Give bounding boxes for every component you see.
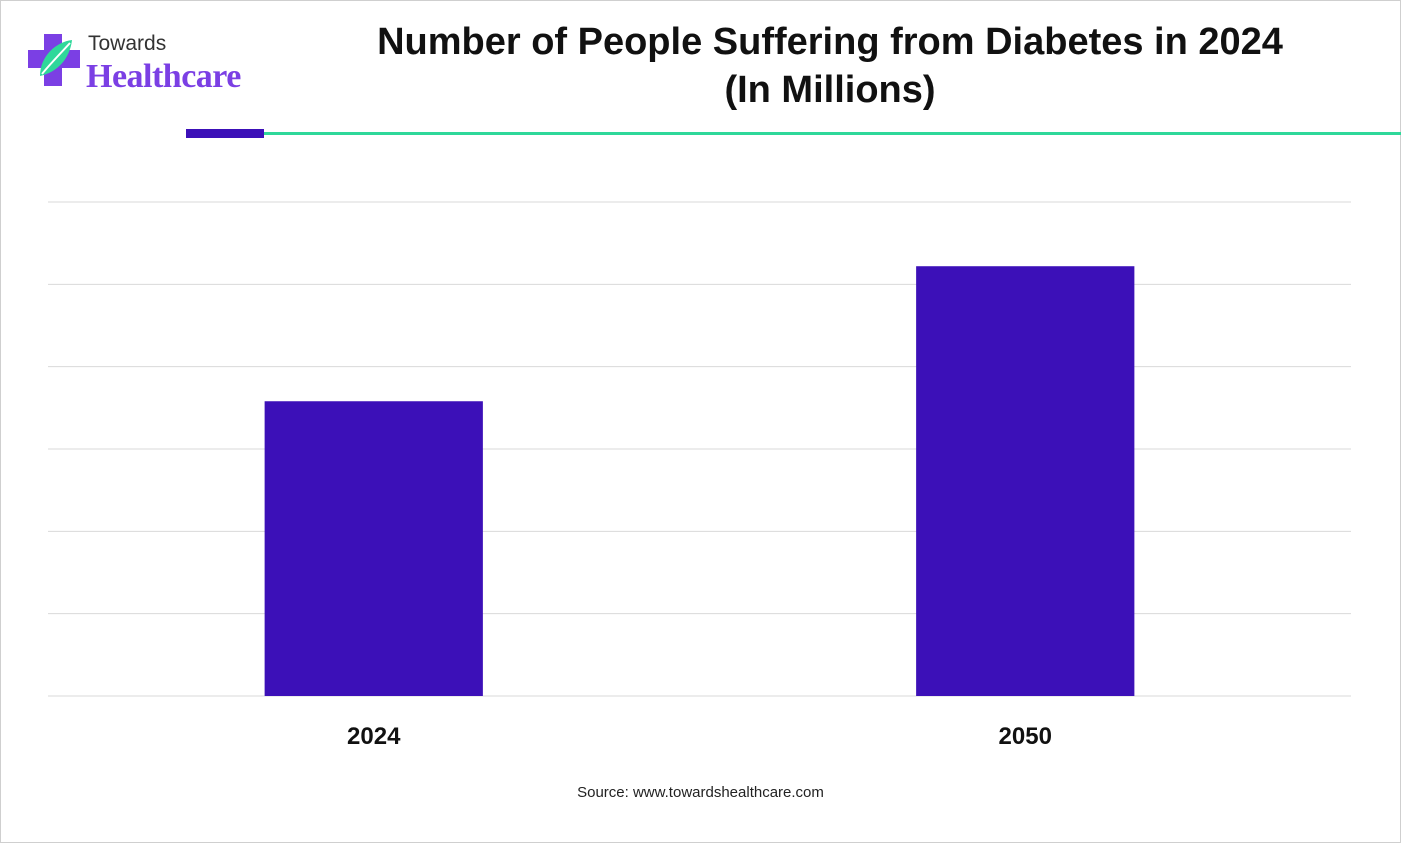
chart-title: Number of People Suffering from Diabetes…: [300, 18, 1360, 114]
logo-towards-text: Towards: [88, 32, 167, 55]
brand-logo: Towards Healthcare: [26, 30, 266, 100]
source-note: Source: www.towardshealthcare.com: [577, 784, 824, 801]
x-tick-label-2050: 2050: [999, 723, 1052, 750]
medical-cross-leaf-icon: [28, 34, 80, 86]
bar-2050[interactable]: [916, 266, 1135, 696]
chart-title-line-1: Number of People Suffering from Diabetes…: [377, 21, 1283, 63]
chart-title-line-2: (In Millions): [724, 69, 936, 111]
bar-2024[interactable]: [264, 401, 483, 696]
title-underline-rule: [264, 132, 1401, 135]
logo-healthcare-text: Healthcare: [86, 58, 241, 95]
title-underline-accent: [186, 129, 264, 138]
x-tick-label-2024: 2024: [347, 723, 401, 750]
